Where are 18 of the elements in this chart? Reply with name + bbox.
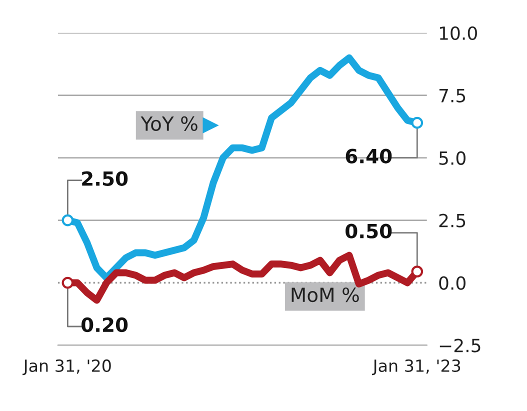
series-label: MoM %	[292, 287, 359, 302]
y-tick-label: 2.5	[439, 214, 466, 228]
annotation: 6.40	[346, 148, 392, 164]
x-tick-label: Jan 31, '23	[372, 359, 460, 376]
point	[411, 116, 424, 129]
legend-label: YoY %	[140, 116, 198, 131]
annotation: 0.50	[346, 224, 392, 238]
annotation: 2.50	[82, 171, 128, 186]
y-tick-label: 0.0	[439, 276, 466, 290]
x-tick-label: Jan 31, '20	[22, 359, 111, 376]
point	[411, 266, 424, 278]
y-tick-label: 10.0	[440, 26, 477, 40]
annotation: 0.20	[82, 317, 128, 332]
y-tick-label: −2.5	[440, 338, 480, 352]
point	[62, 214, 74, 226]
y-tick-label: 5.0	[439, 151, 466, 165]
point	[62, 276, 74, 289]
y-tick-label: 7.5	[439, 89, 466, 102]
